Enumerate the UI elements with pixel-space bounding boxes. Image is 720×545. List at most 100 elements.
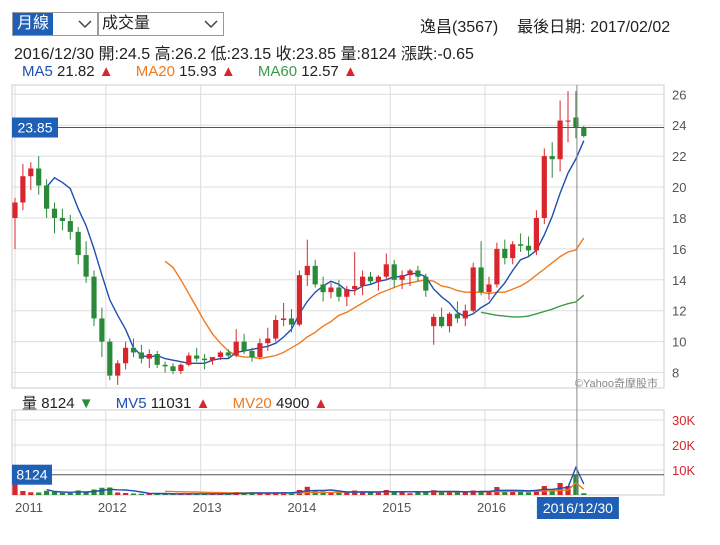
price-tick-label: 18: [672, 211, 686, 226]
volume-bar: [336, 492, 342, 495]
period-select[interactable]: 月線: [12, 12, 98, 36]
ma20-arrow: ▲: [220, 63, 236, 80]
last-date-label: 最後日期:: [517, 19, 586, 36]
candles: [12, 91, 587, 385]
cursor: 23.85 8124 2016/12/30: [12, 85, 664, 519]
price-tick-label: 16: [672, 242, 686, 257]
low-value: 23.15: [231, 46, 272, 63]
candle-body: [202, 358, 208, 361]
close-value: 23.85: [296, 46, 337, 63]
volume-bar: [59, 492, 65, 495]
volume-bar: [12, 481, 18, 495]
ma20-line: [164, 237, 585, 360]
candle-body: [123, 347, 129, 364]
low-label: 低:: [210, 46, 232, 63]
volume-bar: [344, 492, 350, 495]
candle-body: [470, 267, 476, 311]
open-value: 24.5: [118, 46, 151, 63]
volume-bar: [549, 490, 555, 495]
volume-bar: [99, 487, 105, 495]
x-tick-label: 2013: [193, 500, 222, 515]
candle-body: [486, 284, 492, 293]
price-tick-label: 20: [672, 180, 686, 195]
axes: 8 10 12 14 16 18 20 22 24 26 2011 2012 2013 2014 2015 2…: [15, 87, 695, 515]
volume-bar: [391, 491, 397, 495]
candle-body: [454, 313, 460, 319]
watermark: ©Yahoo奇摩股市: [575, 376, 658, 390]
candle-body: [288, 318, 295, 325]
mv20-arrow: ▲: [313, 395, 329, 412]
volume-bar: [525, 492, 532, 495]
volume-bar: [107, 487, 113, 495]
indicator-select[interactable]: 成交量: [98, 12, 224, 36]
candle-body: [360, 276, 366, 286]
candle-body: [107, 341, 113, 376]
candle-body: [281, 318, 287, 320]
ma60-name: MA60: [257, 63, 298, 80]
volume-bar: [146, 493, 152, 495]
candle-body: [557, 120, 563, 160]
candle-body: [312, 265, 318, 285]
price-tick-label: 24: [672, 118, 686, 133]
candle-body: [178, 364, 184, 371]
volume-bar: [328, 492, 334, 495]
cursor-volume-box: [12, 464, 52, 485]
candle-body: [525, 245, 532, 251]
ma5-legend: MA5 21.82 ▲: [22, 63, 118, 80]
volume-bar: [446, 492, 453, 495]
volume-legend: 量 8124 ▼ MV5 11031 ▲ MV20 4900 ▲: [22, 392, 328, 413]
volume-bar: [375, 492, 381, 495]
vol-name: 量: [22, 395, 38, 412]
candle-body: [328, 287, 334, 293]
volume-bar: [407, 493, 413, 495]
candle-body: [59, 217, 65, 222]
volume-bar: [533, 490, 539, 495]
cursor-price-box: [12, 117, 58, 138]
candle-body: [170, 366, 176, 371]
candle-body: [352, 285, 358, 290]
volume-bar: [91, 489, 97, 495]
volume-tick-label: 20K: [672, 438, 695, 453]
candle-body: [541, 156, 547, 218]
ma60-arrow: ▲: [342, 63, 358, 80]
candle-body: [304, 265, 310, 276]
price-tick-label: 22: [672, 149, 686, 164]
mv20-value: 4900: [275, 395, 310, 412]
candle-body: [502, 248, 508, 259]
ma20-legend: MA20 15.93 ▲: [136, 63, 240, 80]
volume-bar: [399, 491, 405, 495]
ma60-line: [480, 294, 585, 318]
volume-bar: [288, 492, 295, 495]
period-select-value: 月線: [13, 13, 54, 35]
open-label: 開:: [98, 46, 119, 63]
volume-bar: [320, 491, 326, 495]
candle-body: [549, 156, 555, 160]
candle-body: [20, 176, 26, 203]
candle-body: [518, 244, 524, 246]
volume-bar: [20, 491, 26, 495]
volume-bar: [360, 492, 366, 495]
candle-body: [75, 231, 81, 256]
candle-body: [138, 352, 144, 359]
candle-body: [320, 284, 326, 293]
x-tick-label: 2016: [477, 500, 506, 515]
candle-body: [494, 248, 500, 285]
x-tick-label: 2012: [98, 500, 127, 515]
candle-body: [383, 264, 389, 277]
candle-body: [375, 276, 381, 282]
volume-bar: [265, 493, 271, 495]
indicator-select-value: 成交量: [102, 15, 151, 32]
price-tick-label: 14: [672, 273, 686, 288]
mv20-legend: MV20 4900 ▲: [233, 395, 329, 412]
volume-tick-label: 10K: [672, 463, 695, 478]
mv5-legend: MV5 11031 ▲: [116, 395, 215, 412]
candle-body: [446, 313, 453, 327]
volume-tick-label: 30K: [672, 413, 695, 428]
change-label: 漲跌:: [401, 46, 438, 63]
last-date: 2017/02/02: [590, 19, 671, 36]
x-tick-label: 2011: [15, 500, 43, 515]
candle-body: [265, 338, 271, 344]
volume-grid: [11, 409, 665, 496]
candle-body: [217, 352, 223, 358]
